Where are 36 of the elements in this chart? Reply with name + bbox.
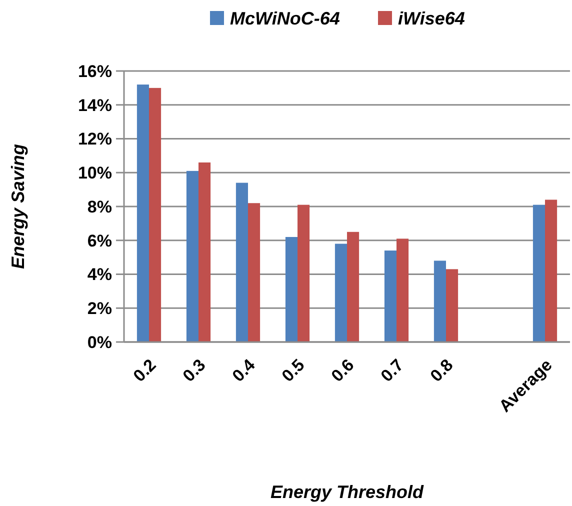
- y-tick-label: 10%: [78, 164, 112, 183]
- bar: [198, 162, 211, 342]
- legend-label: iWise64: [398, 8, 465, 28]
- y-tick-label: 8%: [87, 197, 112, 216]
- x-tick-label: 0.7: [377, 355, 408, 386]
- y-tick-label: 14%: [78, 96, 112, 115]
- y-tick-label: 2%: [87, 299, 112, 318]
- bar: [347, 232, 360, 342]
- bar: [236, 182, 248, 342]
- x-tick-label: 0.4: [228, 355, 260, 386]
- x-tick-label: 0.5: [278, 355, 308, 386]
- y-axis-title: Energy Saving: [8, 144, 28, 270]
- y-tick-label: 6%: [87, 231, 112, 250]
- bar: [248, 203, 260, 342]
- bar: [434, 260, 446, 342]
- bar: [136, 84, 149, 342]
- bar: [186, 170, 198, 342]
- y-tick-label: 12%: [78, 130, 112, 149]
- bar: [532, 204, 545, 342]
- bar: [298, 204, 310, 342]
- x-tick-label: 0.3: [179, 355, 210, 386]
- x-tick-label: 0.8: [426, 355, 457, 386]
- bar: [285, 236, 298, 342]
- bar: [396, 238, 409, 342]
- bar: [384, 250, 396, 342]
- legend-label: McWiNoC-64: [230, 8, 340, 28]
- x-axis-title: Energy Threshold: [270, 482, 425, 502]
- x-tick-label: 0.2: [130, 355, 160, 386]
- x-tick-label: 0.6: [328, 355, 358, 386]
- bar: [334, 244, 347, 342]
- bar: [446, 269, 458, 342]
- bar: [545, 200, 558, 342]
- y-tick-label: 16%: [78, 62, 112, 81]
- bar: [149, 88, 162, 342]
- y-tick-label: 4%: [87, 265, 112, 284]
- y-tick-label: 0%: [87, 332, 112, 352]
